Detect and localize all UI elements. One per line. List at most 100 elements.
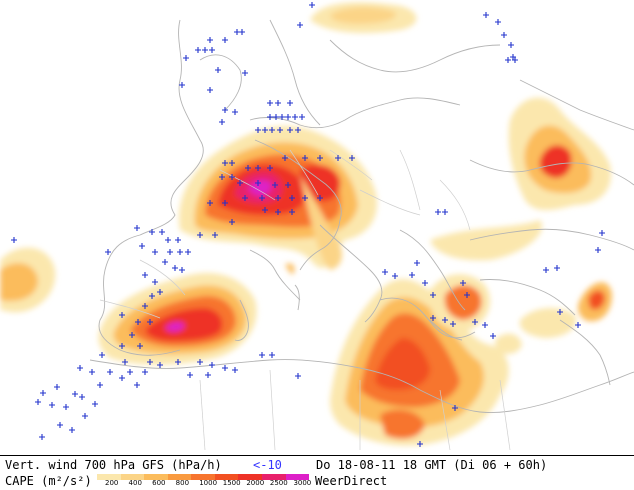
legend-tick-label: 1500 <box>222 479 241 487</box>
legend-tick-label: 200 <box>105 479 119 487</box>
legend-swatch <box>261 474 286 480</box>
wind-marker-plus <box>99 352 105 358</box>
weather-map <box>0 0 634 456</box>
wind-marker-plus <box>275 195 281 201</box>
wind-marker-plus <box>159 229 165 235</box>
wind-marker-plus <box>207 37 213 43</box>
wind-marker-plus <box>269 352 275 358</box>
wind-marker-plus <box>289 195 295 201</box>
wind-marker-plus <box>215 67 221 73</box>
wind-marker-plus <box>127 369 133 375</box>
wind-marker-plus <box>275 100 281 106</box>
wind-marker-plus <box>63 404 69 410</box>
wind-marker-plus <box>147 319 153 325</box>
legend-swatch <box>97 474 121 480</box>
wind-marker-plus <box>119 312 125 318</box>
threshold-label: <-10 <box>253 458 282 472</box>
wind-marker-plus <box>483 12 489 18</box>
wind-marker-plus <box>40 390 46 396</box>
wind-marker-plus <box>207 200 213 206</box>
wind-marker-plus <box>107 369 113 375</box>
wind-marker-plus <box>89 369 95 375</box>
wind-marker-plus <box>495 19 501 25</box>
wind-marker-plus <box>175 359 181 365</box>
wind-marker-plus <box>157 289 163 295</box>
wind-marker-plus <box>382 269 388 275</box>
cape-field <box>0 2 612 446</box>
wind-marker-plus <box>417 441 423 447</box>
legend-tick-label: 600 <box>152 479 166 487</box>
wind-marker-plus <box>219 119 225 125</box>
wind-marker-plus <box>464 292 470 298</box>
wind-marker-plus <box>177 249 183 255</box>
wind-marker-plus <box>554 265 560 271</box>
wind-marker-plus <box>97 382 103 388</box>
wind-marker-plus <box>229 174 235 180</box>
wind-marker-plus <box>452 405 458 411</box>
wind-marker-plus <box>183 55 189 61</box>
wind-marker-plus <box>262 207 268 213</box>
wind-marker-plus <box>285 114 291 120</box>
legend-tick-label: 3000 <box>293 479 312 487</box>
wind-marker-plus <box>229 219 235 225</box>
wind-marker-plus <box>392 273 398 279</box>
wind-marker-plus <box>157 362 163 368</box>
wind-marker-plus <box>142 369 148 375</box>
wind-marker-plus <box>165 237 171 243</box>
wind-marker-plus <box>222 37 228 43</box>
forecast-datetime: Do 18-08-11 18 GMT (Di 06 + 60h) <box>316 458 548 472</box>
wind-marker-plus <box>277 127 283 133</box>
wind-marker-plus <box>207 87 213 93</box>
wind-marker-plus <box>259 195 265 201</box>
wind-marker-plus <box>147 359 153 365</box>
legend-swatch <box>214 474 239 480</box>
wind-marker-plus <box>422 280 428 286</box>
wind-marker-plus <box>212 232 218 238</box>
wind-marker-plus <box>49 402 55 408</box>
wind-marker-plus <box>222 365 228 371</box>
wind-marker-plus <box>317 195 323 201</box>
legend-ticks: 200 400 600 800 1000 1500 2000 2500 3000 <box>97 479 312 489</box>
wind-marker-plus <box>414 260 420 266</box>
wind-marker-plus <box>54 384 60 390</box>
legend-tick-label: 2500 <box>269 479 288 487</box>
legend-tick-label: 1000 <box>199 479 218 487</box>
wind-marker-plus <box>302 195 308 201</box>
wind-marker-plus <box>245 165 251 171</box>
map-footer: Vert. wind 700 hPa GFS (hPa/h) <-10 Do 1… <box>0 456 634 490</box>
wind-marker-plus <box>149 229 155 235</box>
wind-marker-plus <box>129 332 135 338</box>
wind-marker-plus <box>279 114 285 120</box>
wind-marker-plus <box>134 225 140 231</box>
wind-marker-plus <box>335 155 341 161</box>
wind-marker-plus <box>575 322 581 328</box>
wind-marker-plus <box>82 413 88 419</box>
wind-marker-plus <box>242 70 248 76</box>
wind-marker-plus <box>222 107 228 113</box>
wind-marker-plus <box>267 165 273 171</box>
wind-marker-plus <box>275 209 281 215</box>
cape-legend-label: CAPE (m²/s²) <box>5 474 92 488</box>
wind-marker-plus <box>187 372 193 378</box>
wind-marker-plus <box>105 249 111 255</box>
wind-marker-plus <box>229 160 235 166</box>
wind-marker-plus <box>222 160 228 166</box>
wind-marker-plus <box>237 180 243 186</box>
wind-marker-plus <box>309 2 315 8</box>
wind-marker-plus <box>167 249 173 255</box>
wind-marker-plus <box>209 47 215 53</box>
wind-marker-plus <box>185 249 191 255</box>
wind-marker-plus <box>239 29 245 35</box>
vertical-wind-markers <box>11 2 605 447</box>
wind-marker-plus <box>442 317 448 323</box>
wind-marker-plus <box>512 57 518 63</box>
wind-marker-plus <box>273 114 279 120</box>
wind-marker-plus <box>409 272 415 278</box>
wind-marker-plus <box>349 155 355 161</box>
wind-marker-plus <box>282 155 288 161</box>
brand-label: WeerDirect <box>315 474 388 488</box>
wind-marker-plus <box>197 232 203 238</box>
wind-marker-plus <box>79 394 85 400</box>
wind-marker-plus <box>259 352 265 358</box>
legend-swatch <box>144 474 168 480</box>
